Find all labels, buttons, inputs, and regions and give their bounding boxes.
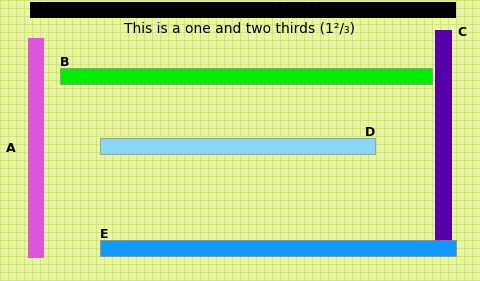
Bar: [60, 68, 432, 84]
Bar: [100, 138, 375, 154]
Bar: [100, 240, 456, 256]
Bar: [435, 30, 452, 248]
Text: This is a one and two thirds (1²/₃): This is a one and two thirds (1²/₃): [124, 21, 356, 35]
Text: C: C: [457, 26, 466, 38]
Text: B: B: [60, 56, 70, 69]
Bar: [30, 2, 456, 18]
Text: D: D: [365, 126, 375, 139]
Text: E: E: [100, 228, 108, 241]
Bar: [28, 38, 44, 258]
Text: A: A: [6, 142, 16, 155]
